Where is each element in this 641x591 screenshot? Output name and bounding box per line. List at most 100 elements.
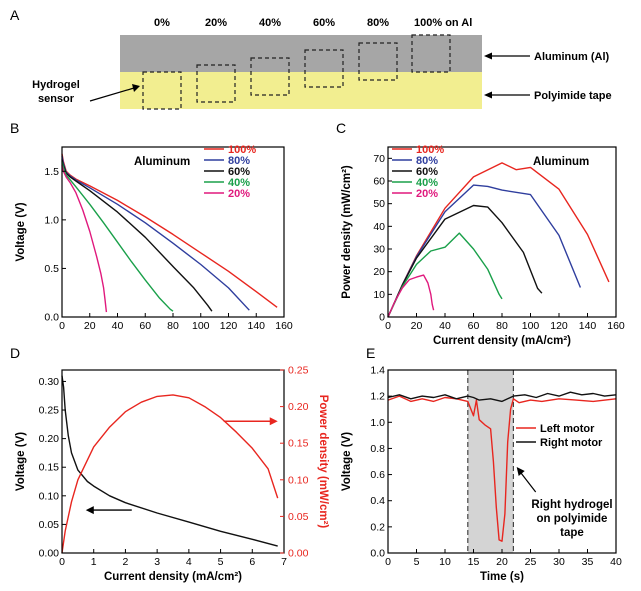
y-tick-label: 0.25	[39, 405, 60, 417]
y2-tick-label: 0.05	[288, 511, 309, 523]
chart-d: 0 1 2 3 4 5 6 70.000.050.100.150.200.250.300.00…	[15, 365, 329, 584]
x-tick-label: 120	[550, 320, 568, 332]
chart-e: 0 5 10 15 20 25 30 35 40 0.0 0.2 0.4 0.6 0.8 1.0 1.2 1.4…	[341, 365, 622, 584]
series-line-40-	[61, 161, 174, 312]
y-tick-label: 0.0	[370, 548, 385, 560]
chart-c: 0 20 40 60 80 100 120 140 160 0 10 20 30 40 50 60 70 Curr…	[341, 144, 625, 347]
y-axis-label: Voltage (V)	[15, 432, 27, 491]
sensor-box-40	[250, 57, 290, 96]
annotation-text: on polyimide	[537, 513, 608, 525]
sensor-box-0	[142, 71, 182, 110]
percent-labels: 0% 20% 40% 60% 80% 100% on Al	[154, 17, 472, 29]
x-tick-label: 0	[385, 556, 391, 568]
x-tick-label: 100	[192, 320, 210, 332]
sensor-arrow	[89, 87, 135, 102]
y-tick-label: 0	[379, 312, 385, 324]
x-tick-label: 160	[607, 320, 625, 332]
x-tick-label: 7	[281, 556, 287, 568]
legend-label: 20%	[416, 188, 438, 200]
panel-b-letter: B	[10, 120, 19, 136]
percent-label: 0%	[154, 17, 170, 29]
chart-note: Aluminum	[533, 156, 589, 168]
aluminum-arrow-head	[484, 52, 492, 60]
y-tick-label: 0.2	[370, 521, 385, 533]
sensor-label-line2: sensor	[38, 93, 75, 105]
y-tick-label: 0.0	[44, 312, 59, 324]
y-tick-label: 50	[373, 198, 385, 210]
x-tick-label: 0	[385, 320, 391, 332]
panel-a: A 0% 20% 40% 60% 80% 100% on Al Alum	[10, 7, 612, 110]
y-tick-label: 0.00	[39, 548, 60, 560]
polyimide-label: Polyimide tape	[534, 90, 612, 102]
shaded-region	[467, 370, 514, 553]
y-tick-label: 1.5	[44, 166, 59, 178]
series-line-80-	[387, 184, 582, 318]
y-axis-label: Voltage (V)	[15, 202, 27, 261]
polyimide-strip	[120, 72, 482, 109]
legend-label: 60%	[228, 166, 250, 178]
chart-note: Aluminum	[134, 156, 190, 168]
y-tick-label: 1.0	[44, 214, 59, 226]
y2-tick-label: 0.10	[288, 474, 309, 486]
annotation-text: tape	[560, 527, 584, 539]
x-tick-label: 120	[220, 320, 238, 332]
y-tick-label: 0.6	[370, 469, 385, 481]
x-tick-label: 20	[496, 556, 508, 568]
y-tick-label: 70	[373, 153, 385, 165]
series-line-left	[61, 375, 278, 547]
y2-tick-label: 0.20	[288, 401, 309, 413]
x-tick-label: 100	[522, 320, 540, 332]
x-tick-label: 80	[496, 320, 508, 332]
x-tick-label: 80	[167, 320, 179, 332]
y2-tick-label: 0.00	[288, 548, 309, 560]
x-tick-label: 20	[411, 320, 423, 332]
voltage-axis-arrow-head	[85, 506, 94, 515]
legend-label: 80%	[228, 155, 250, 167]
plot-frame	[61, 146, 285, 318]
x-tick-label: 25	[525, 556, 537, 568]
percent-label: 60%	[313, 17, 335, 29]
legend-label: 20%	[228, 188, 250, 200]
y-axis-label: Power density (mW/cm²)	[341, 165, 353, 299]
polyimide-arrow-head	[484, 91, 492, 99]
y2-axis-label: Power density (mW/cm²)	[317, 395, 329, 529]
x-tick-label: 30	[553, 556, 565, 568]
x-tick-label: 40	[610, 556, 622, 568]
x-tick-label: 160	[275, 320, 293, 332]
sensor-box-60	[304, 49, 344, 88]
x-tick-label: 5	[218, 556, 224, 568]
chart-b: 0 20 40 60 80 100 120 140 160 0.0 0.5 1.0 1.5 Voltage…	[15, 144, 293, 332]
power-axis-arrow-head	[269, 417, 278, 426]
y-tick-label: 1.2	[370, 391, 385, 403]
y-tick-label: 0.20	[39, 433, 60, 445]
series-line-right-motor	[387, 391, 617, 403]
x-tick-label: 1	[91, 556, 97, 568]
x-axis-label: Current density (mA/cm²)	[104, 571, 242, 583]
legend-label: 40%	[416, 177, 438, 189]
sensor-boxes	[142, 34, 451, 110]
y2-tick-label: 0.25	[288, 365, 309, 377]
y-tick-label: 0.8	[370, 443, 385, 455]
plot-frame	[61, 369, 285, 554]
y-tick-label: 40	[373, 221, 385, 233]
y-tick-label: 0.5	[44, 263, 59, 275]
sensor-box-20	[196, 64, 236, 103]
percent-label: 20%	[205, 17, 227, 29]
series-line-right	[61, 394, 279, 554]
sensor-box-100	[411, 34, 451, 73]
legend-label: Left motor	[540, 423, 595, 435]
y-tick-label: 30	[373, 244, 385, 256]
y-tick-label: 0.15	[39, 462, 60, 474]
y-tick-label: 0.30	[39, 376, 60, 388]
x-tick-label: 3	[154, 556, 160, 568]
diagram-arrows	[89, 52, 530, 102]
x-tick-label: 2	[123, 556, 129, 568]
y-tick-label: 0.4	[370, 495, 385, 507]
percent-label: 40%	[259, 17, 281, 29]
series-line-60-	[387, 204, 543, 318]
x-tick-label: 0	[59, 556, 65, 568]
x-tick-label: 60	[139, 320, 151, 332]
legend-label: 100%	[228, 144, 256, 156]
legend-label: 60%	[416, 166, 438, 178]
